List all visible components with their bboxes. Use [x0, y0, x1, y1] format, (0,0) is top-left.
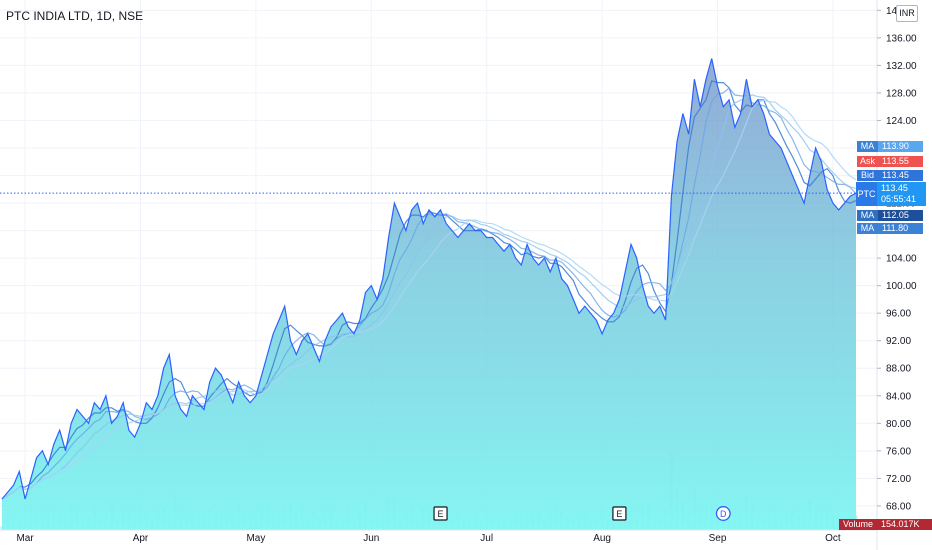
- price-tick-label: 72.00: [886, 474, 911, 485]
- earnings-marker[interactable]: [433, 506, 448, 521]
- time-tick-label: Aug: [593, 533, 611, 544]
- chart-title: PTC INDIA LTD, 1D, NSE: [6, 9, 144, 23]
- last-price-symbol: PTC: [856, 182, 877, 206]
- price-tick-label: 76.00: [886, 446, 911, 457]
- ma-line: [1, 87, 857, 500]
- price-tick-label: 136.00: [886, 33, 917, 44]
- ask-value: 113.55: [878, 156, 923, 167]
- price-tick-label: 68.00: [886, 501, 911, 512]
- bid-tag: Bid 113.45: [857, 170, 923, 181]
- price-axis[interactable]: 68.00 72.00 76.00 80.00 84.00 88.00 92.00 96.00…: [877, 6, 917, 513]
- bid-label: Bid: [857, 170, 878, 181]
- ma-tag-value: 111.80: [878, 223, 923, 234]
- time-axis[interactable]: MarAprMayJunJulAugSepOctNovDec: [16, 533, 932, 544]
- ma-tag-low: MA 111.80: [857, 223, 923, 234]
- event-marker-label: E: [616, 509, 622, 519]
- dividend-marker[interactable]: [715, 506, 731, 521]
- price-area: [2, 58, 856, 530]
- ask-label: Ask: [857, 156, 878, 167]
- ma-tag-label: MA: [857, 141, 878, 152]
- price-tick-label: 92.00: [886, 336, 911, 347]
- last-price-tag: PTC 113.45 05:55:41: [856, 182, 926, 206]
- moving-average-lines: [1, 80, 857, 500]
- time-tick-label: May: [246, 533, 265, 544]
- event-marker-label: D: [720, 509, 727, 519]
- bar-countdown: 05:55:41: [881, 194, 917, 204]
- earnings-marker[interactable]: [612, 506, 627, 521]
- currency-button[interactable]: INR: [896, 5, 918, 22]
- volume-label: Volume: [842, 519, 874, 529]
- time-tick-label: Apr: [133, 533, 149, 544]
- ma-tag-value: 112.05: [878, 210, 923, 221]
- price-tick-label: 104.00: [886, 254, 917, 265]
- ma-tag-label: MA: [857, 210, 878, 221]
- time-tick-label: Sep: [709, 533, 727, 544]
- price-tick-label: 80.00: [886, 419, 911, 430]
- ask-tag: Ask 113.55: [857, 156, 923, 167]
- price-tick-label: 128.00: [886, 88, 917, 99]
- price-tick-label: 84.00: [886, 391, 911, 402]
- event-markers[interactable]: EEDED: [433, 506, 932, 521]
- bid-value: 113.45: [878, 170, 923, 181]
- volume-tag: Volume 154.017K: [839, 519, 932, 530]
- ma-tag-top: MA 113.90: [857, 141, 923, 152]
- time-tick-label: Jun: [363, 533, 379, 544]
- last-price-value: 113.45: [881, 183, 908, 193]
- ma-tag-label: MA: [857, 223, 878, 234]
- ma-tag-value: 113.90: [878, 141, 923, 152]
- time-tick-label: Mar: [16, 533, 34, 544]
- ma-line: [1, 80, 857, 500]
- price-line: [1, 58, 857, 500]
- ma-line: [1, 99, 857, 500]
- price-tick-label: 132.00: [886, 61, 917, 72]
- ma-line: [1, 94, 857, 500]
- price-tick-label: 100.00: [886, 281, 917, 292]
- price-tick-label: 96.00: [886, 309, 911, 320]
- time-tick-label: Jul: [480, 533, 493, 544]
- volume-value: 154.017K: [881, 519, 920, 529]
- price-tick-label: 124.00: [886, 116, 917, 127]
- time-tick-label: Oct: [825, 533, 841, 544]
- event-marker-label: E: [438, 509, 444, 519]
- ma-tag-mid: MA 112.05: [857, 210, 923, 221]
- price-tick-label: 88.00: [886, 364, 911, 375]
